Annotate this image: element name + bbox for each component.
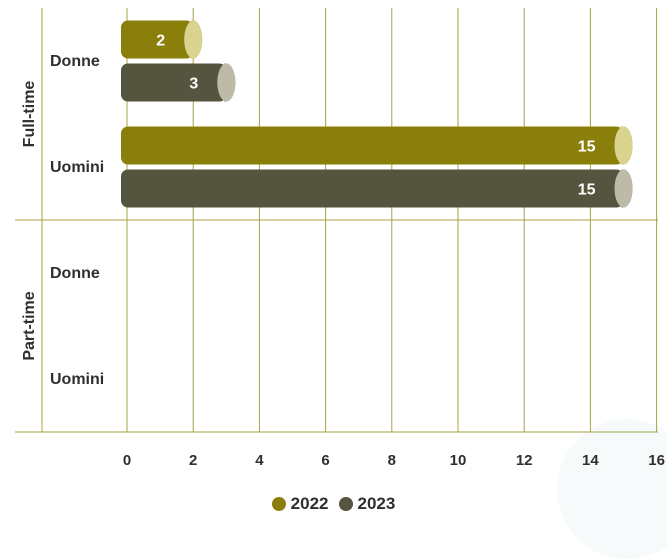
bar-2022 (121, 20, 194, 59)
legend-swatch-2023 (338, 497, 353, 511)
legend-label-2022: 2022 (290, 494, 329, 513)
x-tick-label: 14 (582, 452, 599, 469)
bar-chart: 0 2 4 6 8 10 12 14 16 Full-time Donne 2 3 Uomini 15 15 P… (15, 8, 665, 469)
x-tick-label: 4 (255, 452, 264, 469)
group-label: Full-time (21, 81, 38, 148)
legend-item-2022: 2022 (271, 494, 329, 514)
bar-cap (614, 169, 633, 208)
bar-2023 (121, 169, 624, 208)
x-tick-label: 2 (189, 452, 197, 469)
chart-legend: 2022 2023 (0, 494, 667, 514)
legend-swatch-2022 (271, 497, 286, 511)
x-tick-label: 16 (648, 452, 665, 469)
x-tick-label: 10 (450, 452, 467, 469)
legend-item-2023: 2023 (338, 494, 396, 514)
data-label: 15 (578, 139, 596, 156)
category-label: Donne (50, 53, 100, 70)
x-tick-label: 12 (516, 452, 533, 469)
x-tick-label: 0 (123, 452, 131, 469)
x-tick-label: 8 (388, 452, 396, 469)
legend-label-2023: 2023 (357, 494, 396, 513)
category-label: Uomini (50, 159, 104, 176)
bar-2022 (121, 126, 624, 165)
bar-cap (184, 20, 203, 59)
data-label: 2 (156, 33, 165, 50)
bar-2023 (121, 63, 227, 102)
x-tick-label: 6 (321, 452, 329, 469)
group-label: Part-time (21, 291, 38, 360)
category-label: Donne (50, 265, 100, 282)
bar-cap (614, 126, 633, 165)
data-label: 3 (189, 76, 198, 93)
bar-cap (217, 63, 236, 102)
data-label: 15 (578, 182, 596, 199)
category-label: Uomini (50, 371, 104, 388)
